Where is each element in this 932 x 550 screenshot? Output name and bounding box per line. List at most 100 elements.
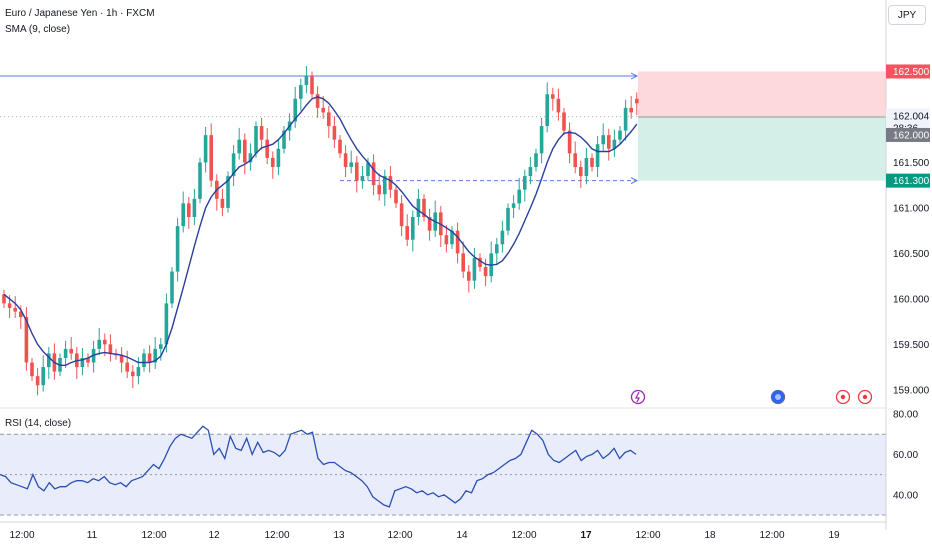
candle-body — [338, 139, 342, 154]
time-tick-label: 12:00 — [141, 530, 166, 541]
candle-body — [511, 203, 516, 208]
candle-body — [203, 135, 208, 163]
candle-body — [321, 107, 325, 113]
candle-body — [259, 126, 264, 140]
currency-button[interactable]: JPY — [888, 5, 926, 25]
candle-body — [416, 198, 421, 217]
candle-body — [153, 348, 157, 363]
price-tick-label: 161.000 — [893, 203, 930, 214]
candle-body — [30, 362, 34, 377]
candle-body — [478, 257, 482, 268]
candle-body — [35, 376, 40, 386]
candle-body — [388, 176, 393, 190]
candle-body — [534, 153, 538, 167]
time-tick-label: 18 — [704, 530, 716, 541]
time-tick-label: 11 — [87, 530, 98, 541]
candle-body — [142, 353, 146, 368]
candle-body — [19, 311, 23, 318]
candle-body — [455, 230, 460, 254]
candle-body — [7, 303, 12, 308]
candle-body — [399, 203, 404, 227]
candle-body — [467, 271, 471, 281]
candle-body — [444, 235, 449, 245]
candle-body — [556, 98, 561, 113]
candle-body — [623, 107, 628, 131]
candle-body — [80, 357, 85, 368]
sma-series — [3, 96, 638, 366]
candle-body — [355, 162, 359, 181]
price-tick-label: 160.000 — [893, 294, 930, 305]
candle-body — [523, 176, 527, 190]
target-price-label: 161.300 — [893, 176, 930, 187]
candle-body — [450, 230, 454, 245]
candle-body — [147, 353, 152, 363]
candle-body — [584, 157, 589, 177]
candle-body — [231, 153, 236, 177]
candle-body — [265, 139, 269, 158]
entry-price-label: 162.000 — [893, 130, 930, 141]
candle-body — [545, 94, 549, 127]
entry-price-label-bg — [886, 127, 930, 142]
candle-body — [601, 135, 605, 145]
candle-body — [371, 162, 376, 186]
candle-body — [164, 303, 169, 345]
take-profit-zone — [638, 116, 886, 181]
target-price-label-bg — [886, 173, 930, 188]
candle-body — [170, 271, 174, 304]
rsi-line — [0, 425, 637, 508]
event-flag-dot — [862, 394, 868, 400]
time-tick-label: 12:00 — [635, 530, 660, 541]
rsi-tick-label: 60.00 — [893, 450, 918, 461]
candle-body — [69, 348, 73, 354]
chart-title[interactable]: Euro / Japanese Yen · 1h · FXCM — [5, 8, 155, 19]
stop-price-label: 162.500 — [893, 67, 930, 78]
rsi-band — [0, 434, 886, 515]
trade-zones — [0, 71, 886, 185]
candle-body — [607, 135, 611, 149]
candle-body — [528, 166, 533, 177]
candle-body — [327, 112, 331, 127]
candle-body — [360, 176, 365, 181]
candle-body — [332, 126, 337, 140]
sma-legend[interactable]: SMA (9, close) — [5, 24, 71, 35]
candle-body — [108, 344, 113, 354]
candle-body — [304, 76, 309, 86]
candle-body — [47, 353, 51, 368]
candle-body — [293, 98, 297, 122]
price-tick-label: 161.500 — [893, 158, 930, 169]
candle-body — [579, 166, 583, 177]
candle-body — [394, 189, 398, 204]
candle-body — [181, 203, 185, 227]
candle-body — [343, 153, 348, 167]
event-flag-icon — [835, 389, 851, 405]
time-tick-label: 12:00 — [759, 530, 784, 541]
candle-body — [2, 294, 6, 304]
candlestick-series — [2, 66, 639, 396]
candle-body — [136, 367, 141, 377]
time-tick-label: 14 — [456, 530, 468, 541]
candle-body — [299, 85, 303, 99]
candle-body — [539, 126, 544, 154]
candle-body — [567, 130, 572, 154]
candle-body — [175, 226, 180, 272]
rsi-tick-label: 40.00 — [893, 490, 918, 501]
time-tick-label: 12:00 — [387, 530, 412, 541]
rsi-legend[interactable]: RSI (14, close) — [5, 418, 72, 429]
candle-body — [131, 371, 135, 377]
candle-body — [103, 339, 107, 345]
candle-body — [562, 112, 566, 131]
candle-body — [517, 189, 521, 204]
candle-body — [125, 362, 129, 372]
candle-body — [595, 144, 600, 167]
event-icons — [630, 389, 873, 405]
candle-body — [226, 176, 230, 208]
time-tick-label: 17 — [580, 530, 592, 541]
candle-body — [187, 203, 191, 217]
candle-body — [422, 198, 426, 217]
candle-body — [366, 162, 370, 177]
rsi-tick-label: 80.00 — [893, 410, 918, 421]
candle-body — [282, 130, 286, 149]
lightning-icon-ring — [630, 389, 646, 405]
